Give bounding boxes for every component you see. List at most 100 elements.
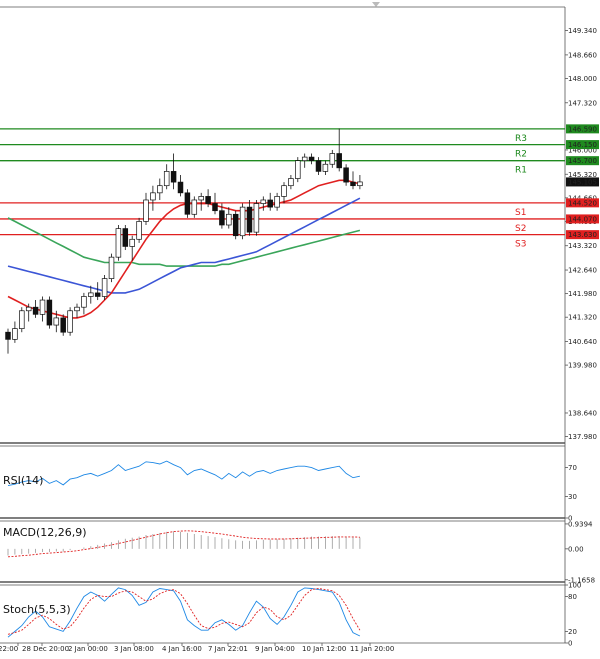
candle-body-up <box>260 199 267 204</box>
price-tick-label: 137.980 <box>568 433 597 441</box>
candle-body-down <box>212 203 218 212</box>
candle-body-down <box>46 299 53 326</box>
current-price-tag <box>566 177 599 187</box>
candle <box>122 225 129 251</box>
candle-body-up <box>25 306 32 312</box>
candle-body-up <box>253 203 260 233</box>
moving-averages <box>7 179 361 319</box>
candle-body-up <box>150 192 156 201</box>
time-tick-label: 2 Jan 00:00 <box>68 645 108 653</box>
level-price-tag <box>566 140 599 150</box>
candle-body-down <box>232 213 239 237</box>
level-price-tag <box>566 198 599 208</box>
stoch-d-line <box>7 588 361 635</box>
level-name-s2: S2 <box>515 224 526 234</box>
candle-body-up <box>67 310 73 333</box>
time-tick-label: 7 Jan 22:01 <box>208 645 248 653</box>
candle <box>219 203 225 229</box>
macd-tick-label: 0.00 <box>568 545 584 553</box>
candle <box>274 192 280 211</box>
candle-body-up <box>322 163 329 172</box>
stoch-tick-label: 80 <box>568 593 577 601</box>
macd-panel: 0.9394 0.00 -1.1658 <box>7 520 595 584</box>
candle-body-up <box>191 199 198 215</box>
candle-body-up <box>301 156 308 162</box>
candle <box>150 185 156 211</box>
candle <box>184 189 191 218</box>
candle <box>343 164 349 186</box>
candle <box>288 174 294 190</box>
candle <box>19 307 25 333</box>
candle-body-down <box>343 167 349 183</box>
rsi-tick-label: 30 <box>568 493 577 501</box>
stochastic-panel: 100 80 20 0 <box>7 582 581 648</box>
macd-signal-line <box>7 530 360 558</box>
price-tick-label: 149.340 <box>568 27 597 35</box>
price-tick-label: 146.000 <box>568 146 597 154</box>
level-price-tag <box>566 156 599 166</box>
candle <box>205 189 211 208</box>
candle <box>246 199 253 236</box>
candle <box>357 174 363 190</box>
candle-body-up <box>101 278 108 297</box>
current-price-text: 145.105 <box>568 178 597 186</box>
candle <box>308 153 315 165</box>
candle <box>115 225 122 261</box>
candle <box>177 174 184 197</box>
candle <box>232 210 239 240</box>
candle <box>46 296 53 329</box>
time-tick-label: 11 Jan 20:00 <box>350 645 394 653</box>
panel-handle-icon[interactable] <box>372 2 380 7</box>
candle <box>170 153 177 190</box>
time-tick-label: 9 Jan 04:00 <box>255 645 295 653</box>
price-tick-label: 148.660 <box>568 51 597 59</box>
candle-body-up <box>115 228 122 258</box>
level-name-r1: R1 <box>515 166 527 176</box>
candle <box>267 192 273 211</box>
time-axis: 22:00 28 Dec 20:002 Jan 00:00 3 Jan 08:00 4… <box>0 643 394 653</box>
candle <box>253 199 260 236</box>
candle-body-up <box>129 238 135 247</box>
macd-label: MACD(12,26,9) <box>3 526 87 539</box>
candle-body-up <box>39 299 46 315</box>
level-name-r2: R2 <box>515 150 527 160</box>
candle-body-up <box>281 185 287 197</box>
candle-body-down <box>32 306 39 315</box>
candle <box>101 275 108 301</box>
price-tick-label: 144.660 <box>568 194 597 202</box>
candle-body-up <box>12 328 18 340</box>
candle <box>67 307 73 336</box>
candle <box>136 217 142 243</box>
price-tick-label: 139.980 <box>568 362 597 370</box>
candle <box>12 321 18 343</box>
level-price-tag-text: 143.630 <box>568 231 597 239</box>
macd-tick-label: 0.9394 <box>568 520 593 528</box>
candle <box>94 282 101 301</box>
time-tick-label: 4 Jan 16:00 <box>162 645 202 653</box>
candle-body-down <box>177 181 184 194</box>
level-price-tag-text: 145.700 <box>568 157 597 165</box>
ma-slow-line <box>7 217 361 267</box>
candle <box>301 153 308 168</box>
candle-body-up <box>198 196 204 201</box>
price-tick-label: 148.000 <box>568 75 597 83</box>
candle-body-down <box>246 206 253 233</box>
stoch-tick-label: 100 <box>568 582 581 590</box>
candle <box>157 178 163 200</box>
candle-body-down <box>267 199 273 208</box>
level-price-tag-text: 144.520 <box>568 199 597 207</box>
candle-body-down <box>170 171 177 183</box>
candle <box>212 192 218 215</box>
candle-body-up <box>136 221 142 240</box>
level-name-s1: S1 <box>515 208 526 218</box>
candle-body-up <box>357 181 363 187</box>
candle <box>336 128 342 172</box>
time-tick-label: 28 Dec 20:00 <box>22 645 69 653</box>
level-price-tag <box>566 230 599 240</box>
candle-body-up <box>295 160 301 179</box>
candle <box>239 203 246 240</box>
candle-body-up <box>88 292 94 297</box>
